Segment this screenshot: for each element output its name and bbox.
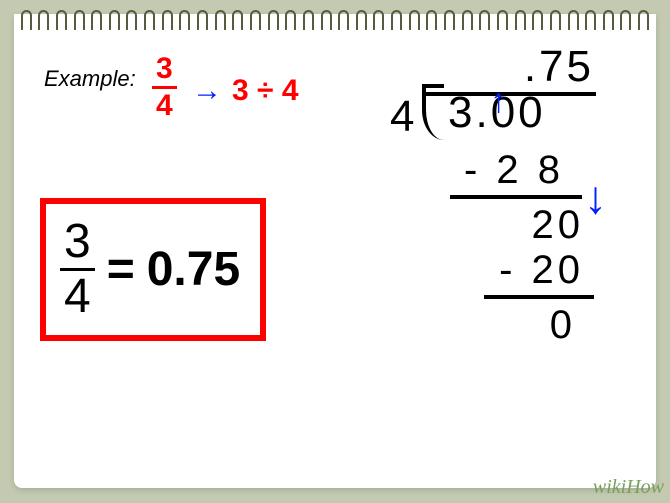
- watermark: wikiHow: [593, 476, 664, 499]
- notepad: Example: 3 4 → 3 ÷ 4 3 4 = 0.75 .75 4: [14, 14, 656, 488]
- result-denominator: 4: [60, 268, 95, 321]
- step-3-line: [484, 295, 594, 299]
- example-denominator: 4: [152, 86, 177, 121]
- arrow-right-icon: →: [192, 76, 222, 106]
- content-area: Example: 3 4 → 3 ÷ 4 3 4 = 0.75 .75 4: [14, 14, 656, 488]
- step-4: 0: [424, 303, 614, 348]
- divisor: 4: [390, 92, 414, 142]
- result-fraction: 3 4: [60, 218, 95, 321]
- equals-sign: =: [107, 242, 135, 297]
- arrow-up-icon: ↑: [490, 84, 507, 118]
- boxed-result: 3 4 = 0.75: [40, 198, 266, 341]
- watermark-text: wikiHow: [593, 476, 664, 498]
- long-division: .75 4 3.00 ↑ - 2 8 20 - 20 0: [384, 42, 634, 348]
- result-decimal: 0.75: [147, 242, 240, 297]
- division-expression: 3 ÷ 4: [232, 74, 299, 108]
- arrow-down-icon: ↓: [584, 174, 607, 220]
- example-numerator: 3: [152, 54, 177, 86]
- result-numerator: 3: [60, 218, 95, 268]
- step-3: - 20: [424, 248, 614, 293]
- step-1-line: [450, 195, 582, 199]
- example-label: Example:: [44, 66, 136, 92]
- example-fraction: 3 4: [152, 54, 177, 121]
- division-bracket: [422, 84, 444, 140]
